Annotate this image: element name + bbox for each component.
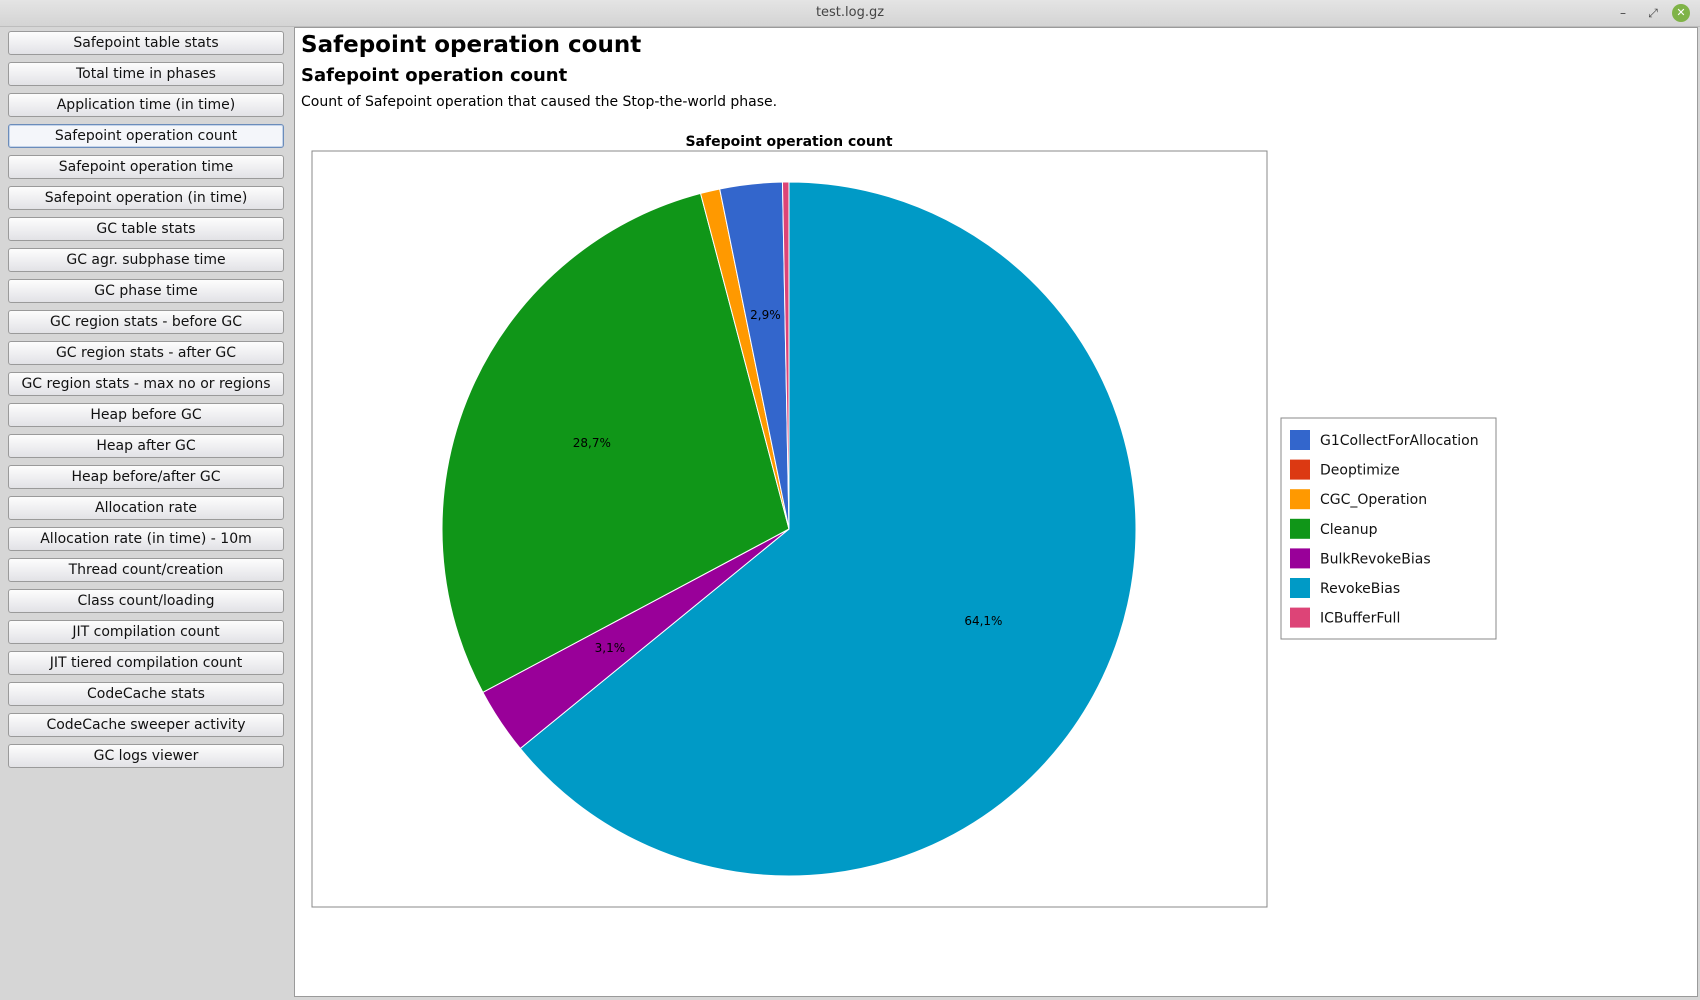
legend-label-deoptimize: Deoptimize <box>1320 463 1400 479</box>
sidebar-button-safepoint-operation-in-time[interactable]: Safepoint operation (in time) <box>8 186 284 210</box>
window-title: test.log.gz <box>815 5 885 20</box>
sidebar-button-gc-table-stats[interactable]: GC table stats <box>8 217 284 241</box>
sidebar-button-gc-phase-time[interactable]: GC phase time <box>8 279 284 303</box>
sidebar-button-gc-region-stats-after-gc[interactable]: GC region stats - after GC <box>8 341 284 365</box>
legend-swatch-bulkrevokebias <box>1290 548 1310 569</box>
chart-legend <box>1280 417 1497 640</box>
sidebar-button-gc-logs-viewer[interactable]: GC logs viewer <box>8 744 284 768</box>
legend-swatch-revokebias <box>1290 578 1310 598</box>
close-icon[interactable]: ✕ <box>1672 4 1690 22</box>
pie-label-cleanup: 28,7% <box>573 436 611 450</box>
sidebar-button-gc-agr-subphase-time[interactable]: GC agr. subphase time <box>8 248 284 272</box>
pie-label-bulkrevokebias: 3,1% <box>595 641 626 655</box>
legend-label-revokebias: RevokeBias <box>1320 581 1400 597</box>
sidebar-button-thread-count-creation[interactable]: Thread count/creation <box>8 558 284 582</box>
sidebar-button-jit-tiered-compilation-count[interactable]: JIT tiered compilation count <box>8 651 284 675</box>
legend-label-g1collectforallocation: G1CollectForAllocation <box>1320 433 1479 449</box>
pie-label-revokebias: 64,1% <box>964 614 1002 628</box>
minimize-icon[interactable]: – <box>1620 6 1626 20</box>
pie-chart: Safepoint operation count 64,1% 3,1% 28,7% 2… <box>311 134 1497 908</box>
section-title: Safepoint operation count <box>301 65 568 86</box>
legend-label-cleanup: Cleanup <box>1320 522 1378 538</box>
sidebar-button-heap-after-gc[interactable]: Heap after GC <box>8 434 284 458</box>
page-title: Safepoint operation count <box>301 32 642 58</box>
main-panel: Safepoint operation count Safepoint oper… <box>294 27 1698 997</box>
legend-swatch-deoptimize <box>1290 459 1310 480</box>
sidebar-button-heap-before-gc[interactable]: Heap before GC <box>8 403 284 427</box>
legend-swatch-cleanup <box>1290 518 1310 539</box>
sidebar-button-heap-before-after-gc[interactable]: Heap before/after GC <box>8 465 284 489</box>
sidebar-button-allocation-rate[interactable]: Allocation rate <box>8 496 284 520</box>
sidebar-button-codecache-sweeper-activity[interactable]: CodeCache sweeper activity <box>8 713 284 737</box>
description: Count of Safepoint operation that caused… <box>301 94 778 110</box>
sidebar-button-jit-compilation-count[interactable]: JIT compilation count <box>8 620 284 644</box>
sidebar-button-application-time-in-time[interactable]: Application time (in time) <box>8 93 284 117</box>
sidebar-button-codecache-stats[interactable]: CodeCache stats <box>8 682 284 706</box>
window-titlebar: test.log.gz – ⤢ ✕ <box>0 0 1700 27</box>
sidebar-button-safepoint-operation-count[interactable]: Safepoint operation count <box>8 124 284 148</box>
pie-slice-cleanup <box>441 192 790 694</box>
legend-swatch-cgc-operation <box>1290 489 1310 510</box>
legend-swatch-g1collectforallocation <box>1290 430 1310 450</box>
chart-title: Safepoint operation count <box>685 134 892 150</box>
pie-slice-revokebias <box>519 181 1137 877</box>
sidebar-button-gc-region-stats-max-no-or-regions[interactable]: GC region stats - max no or regions <box>8 372 284 396</box>
legend-label-cgc-operation: CGC_Operation <box>1320 492 1427 508</box>
sidebar-button-gc-region-stats-before-gc[interactable]: GC region stats - before GC <box>8 310 284 334</box>
legend-label-icbufferfull: ICBufferFull <box>1320 611 1400 627</box>
legend-label-bulkrevokebias: BulkRevokeBias <box>1320 551 1431 567</box>
sidebar-button-safepoint-table-stats[interactable]: Safepoint table stats <box>8 31 284 55</box>
sidebar: Safepoint table stats Total time in phase… <box>0 27 290 1000</box>
maximize-icon[interactable]: ⤢ <box>1648 6 1658 20</box>
sidebar-button-class-count-loading[interactable]: Class count/loading <box>8 589 284 613</box>
sidebar-button-safepoint-operation-time[interactable]: Safepoint operation time <box>8 155 284 179</box>
sidebar-button-total-time-in-phases[interactable]: Total time in phases <box>8 62 284 86</box>
sidebar-button-allocation-rate-in-time-10m[interactable]: Allocation rate (in time) - 10m <box>8 527 284 551</box>
pie-label-g1collectforallocation: 2,9% <box>750 308 781 322</box>
pie-slice-icbufferfull <box>781 181 790 530</box>
legend-swatch-icbufferfull <box>1290 607 1310 628</box>
